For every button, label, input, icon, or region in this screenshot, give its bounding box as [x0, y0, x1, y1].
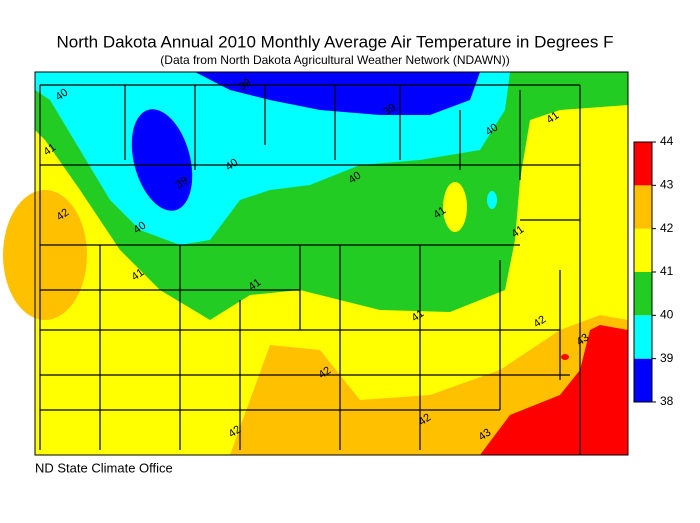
region-43-44	[561, 354, 569, 360]
colorbar-label: 43	[660, 178, 674, 192]
title: North Dakota Annual 2010 Monthly Average…	[57, 32, 614, 51]
contour-label: 41	[544, 109, 561, 126]
colorbar-label: 44	[660, 134, 674, 148]
contour-label: 42	[316, 364, 333, 381]
colorbar-segment	[634, 272, 652, 316]
colorbar-segment	[634, 228, 652, 272]
contour-label: 41	[129, 266, 146, 283]
colorbar-label: 39	[660, 351, 674, 365]
contour-label: 41	[409, 307, 426, 324]
contour-label: 39	[381, 101, 398, 118]
credit: ND State Climate Office	[35, 460, 173, 475]
contour-label: 43	[574, 331, 591, 348]
region-39-40	[487, 191, 497, 209]
contour-label: 40	[483, 121, 500, 138]
county-lines	[39, 84, 581, 455]
map-frame	[34, 71, 629, 456]
colorbar-label: 38	[660, 394, 674, 408]
contour-label: 39	[236, 76, 253, 93]
contour-label: 40	[346, 169, 363, 186]
region-43-44	[480, 325, 628, 455]
contour-labels: 40 39 39 40 41 41 39 40 40 42 40 41 41 41 41 41 42 43 42 42…	[41, 76, 591, 443]
contour-label: 40	[223, 156, 240, 173]
region-41-42	[443, 182, 467, 232]
contour-label: 41	[246, 276, 263, 293]
contour-label: 42	[54, 206, 71, 223]
colorbar-segment	[634, 315, 652, 359]
colorbar-segment	[634, 358, 652, 402]
contour-label: 41	[431, 204, 448, 221]
colorbar: 38 39 40 41 42 43 44	[633, 134, 674, 408]
contour-label: 42	[226, 423, 243, 440]
region-42-43	[3, 190, 87, 320]
contour-label: 41	[509, 223, 526, 240]
colorbar-label: 42	[660, 221, 674, 235]
colorbar-segment	[634, 142, 652, 186]
colorbar-label: 41	[660, 264, 674, 278]
subtitle: (Data from North Dakota Agricultural Wea…	[160, 53, 509, 67]
contour-label: 43	[476, 426, 493, 443]
colorbar-segment	[634, 185, 652, 229]
contour-label: 42	[531, 313, 548, 330]
colorbar-label: 40	[660, 308, 674, 322]
contour-label: 39	[173, 174, 190, 191]
contour-label: 40	[53, 86, 70, 103]
region-38-39	[195, 72, 480, 115]
region-38-39	[131, 109, 193, 211]
map: 40 39 39 40 41 41 39 40 40 42 40 41 41 41 41 41 42 43 42 42…	[3, 71, 629, 456]
contour-label: 42	[416, 411, 433, 428]
contour-label: 40	[131, 219, 148, 236]
contour-label: 41	[41, 141, 58, 158]
